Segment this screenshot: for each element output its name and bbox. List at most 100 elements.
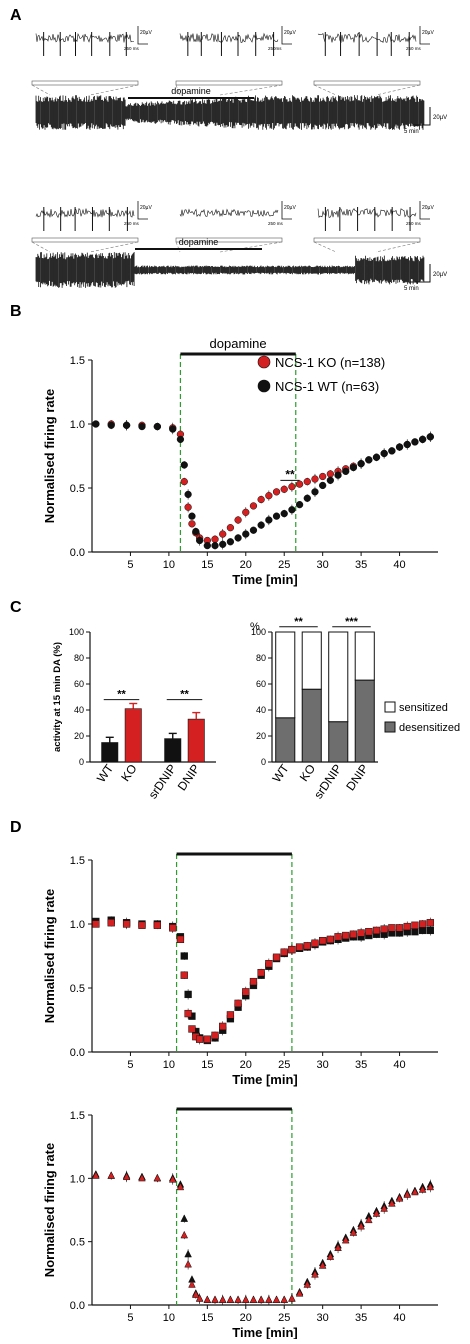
data-point bbox=[342, 467, 350, 476]
data-point bbox=[349, 463, 358, 472]
bar-sensitized bbox=[354, 631, 375, 681]
data-point bbox=[188, 1025, 196, 1033]
data-point bbox=[288, 945, 296, 954]
data-point bbox=[265, 1295, 273, 1303]
data-point bbox=[411, 928, 419, 936]
data-point bbox=[418, 926, 427, 935]
data-point bbox=[153, 422, 162, 431]
inset-scale-bar bbox=[137, 26, 148, 45]
data-point bbox=[242, 508, 250, 516]
data-point bbox=[418, 920, 427, 928]
x-tick-label: 30 bbox=[317, 1312, 329, 1324]
y-tick-label: 40 bbox=[74, 705, 84, 715]
data-point bbox=[184, 990, 192, 999]
data-point bbox=[257, 968, 265, 977]
data-point bbox=[184, 1009, 192, 1018]
data-point bbox=[257, 521, 265, 529]
y-tick-label: 100 bbox=[69, 627, 84, 637]
data-point bbox=[257, 495, 265, 504]
data-point bbox=[303, 1280, 312, 1288]
data-point bbox=[191, 1290, 200, 1298]
data-point bbox=[303, 494, 311, 502]
data-point bbox=[311, 475, 319, 483]
data-point bbox=[226, 524, 235, 532]
data-point bbox=[180, 1214, 189, 1222]
data-point bbox=[195, 536, 204, 545]
y-tick-label: 0.0 bbox=[70, 1047, 85, 1059]
data-point bbox=[180, 971, 188, 979]
dopamine-label: dopamine bbox=[171, 86, 211, 96]
panel-letter-c: C bbox=[10, 599, 22, 616]
inset-scale-time: 250 ms bbox=[124, 46, 140, 51]
inset-scale-voltage: 20µV bbox=[140, 205, 152, 211]
inset-selection-box bbox=[313, 237, 421, 243]
data-point bbox=[326, 470, 335, 478]
data-point bbox=[265, 960, 273, 968]
category-label: KO bbox=[297, 762, 318, 784]
data-point bbox=[92, 1171, 100, 1179]
data-point bbox=[311, 488, 319, 496]
y-axis-label: Normalised firing rate bbox=[42, 889, 57, 1023]
significance-label: ** bbox=[117, 689, 126, 701]
y-tick-label: 0 bbox=[79, 757, 84, 767]
inset-scale-bar bbox=[281, 26, 292, 45]
data-point bbox=[195, 1294, 204, 1302]
data-point bbox=[138, 1173, 146, 1182]
data-point bbox=[334, 933, 342, 941]
bar bbox=[101, 742, 119, 763]
x-tick-label: 15 bbox=[201, 1059, 213, 1071]
data-point bbox=[388, 447, 396, 455]
main-trace bbox=[35, 95, 425, 130]
data-point bbox=[349, 930, 358, 938]
chart-d-top: 0.0 0.5 1.0 1.5 5 10 15 20 25 30 35 40 Time [min] Nor… bbox=[42, 852, 438, 1087]
data-point bbox=[180, 461, 188, 469]
data-point bbox=[280, 509, 288, 518]
data-point bbox=[219, 530, 227, 538]
inset-selection-box bbox=[313, 80, 421, 86]
bar-sensitized bbox=[301, 631, 322, 690]
data-point bbox=[153, 1173, 162, 1182]
data-point bbox=[280, 948, 288, 956]
chart-d-bottom: 0.0 0.5 1.0 1.5 5 10 15 20 25 30 35 40 Time [min] Nor… bbox=[42, 1107, 438, 1340]
y-tick-label: 100 bbox=[251, 627, 266, 637]
x-axis-label: Time [min] bbox=[232, 572, 298, 587]
inset-connector bbox=[313, 84, 337, 96]
inset-trace bbox=[35, 32, 134, 43]
data-point bbox=[326, 476, 335, 484]
dopamine-label: dopamine bbox=[179, 237, 219, 247]
data-point bbox=[295, 480, 304, 488]
data-point bbox=[176, 1182, 185, 1191]
data-point bbox=[184, 1249, 192, 1258]
data-point bbox=[403, 922, 411, 931]
inset-connector bbox=[175, 241, 181, 253]
data-point bbox=[426, 926, 434, 935]
data-point bbox=[176, 935, 185, 944]
data-point bbox=[334, 471, 342, 479]
data-point bbox=[288, 483, 296, 491]
inset-selection-box bbox=[175, 237, 283, 243]
data-point bbox=[303, 942, 311, 950]
data-point bbox=[180, 1230, 189, 1239]
inset-scale-voltage: 20µV bbox=[284, 30, 296, 36]
x-tick-label: 40 bbox=[393, 1059, 405, 1071]
inset-selection-box bbox=[31, 80, 139, 86]
legend-label: NCS-1 WT (n=63) bbox=[275, 379, 379, 394]
significance-label: ** bbox=[285, 467, 295, 481]
inset-trace bbox=[35, 207, 135, 219]
data-point bbox=[107, 1171, 116, 1179]
data-point bbox=[418, 435, 427, 444]
y-tick-label: 1.5 bbox=[70, 1110, 85, 1122]
data-point bbox=[365, 928, 373, 936]
data-point bbox=[188, 1280, 196, 1288]
data-point bbox=[288, 506, 296, 514]
data-point bbox=[280, 1295, 289, 1303]
data-point bbox=[122, 1172, 131, 1181]
main-scale-bar bbox=[410, 107, 431, 126]
category-label: WT bbox=[94, 761, 117, 785]
data-point bbox=[319, 481, 327, 490]
x-tick-label: 20 bbox=[240, 559, 252, 571]
y-tick-label: 1.0 bbox=[70, 919, 85, 931]
x-tick-label: 5 bbox=[127, 1312, 133, 1324]
inset-trace bbox=[179, 208, 279, 218]
